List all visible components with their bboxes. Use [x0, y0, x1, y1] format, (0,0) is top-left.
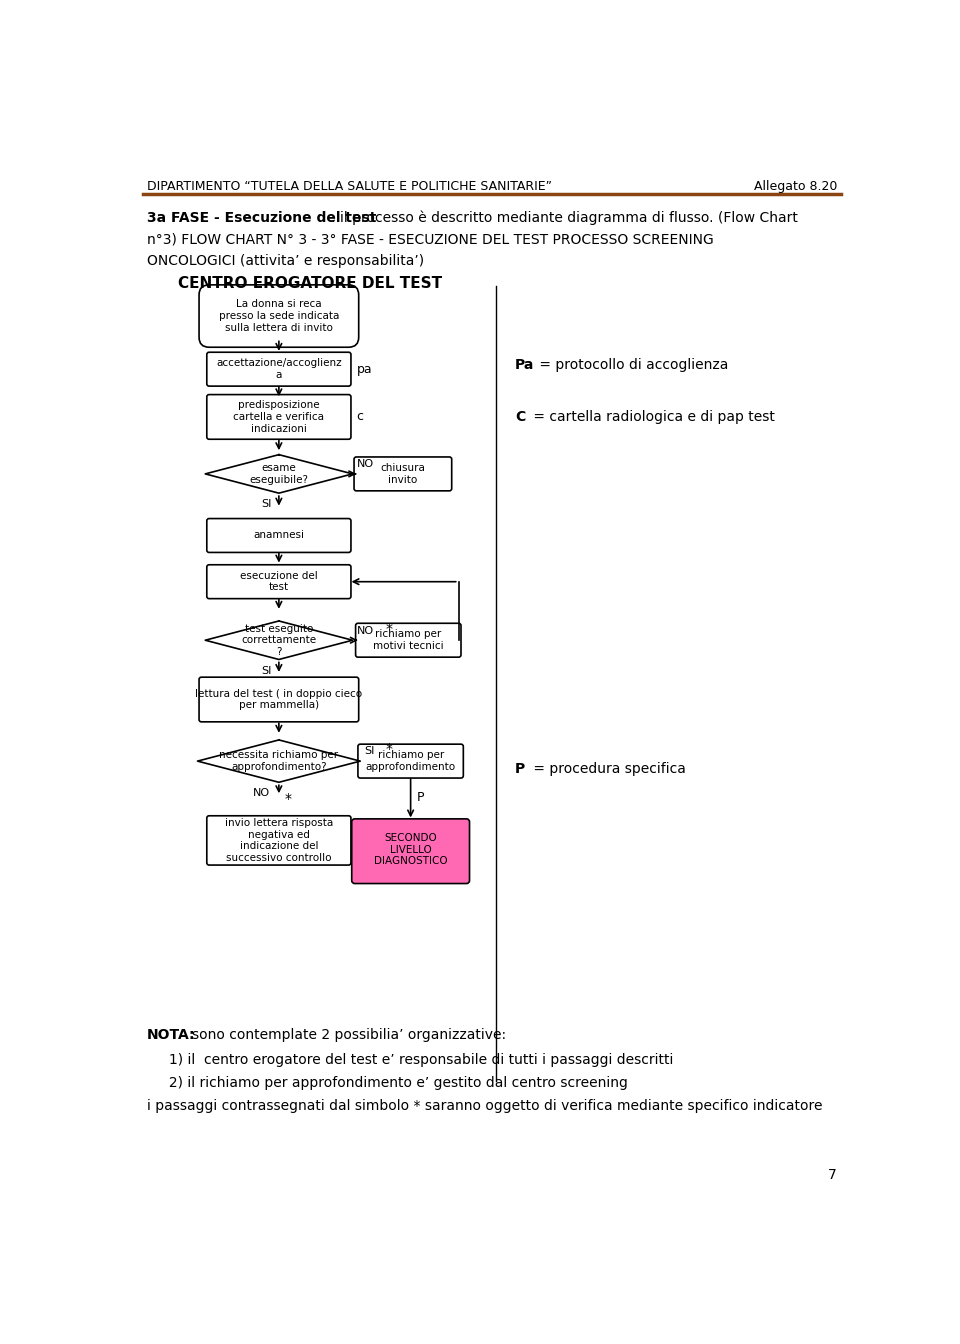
FancyBboxPatch shape	[206, 395, 351, 439]
FancyBboxPatch shape	[355, 624, 461, 657]
Text: Pa: Pa	[516, 358, 535, 371]
Text: La donna si reca
presso la sede indicata
sulla lettera di invito: La donna si reca presso la sede indicata…	[219, 300, 339, 333]
FancyBboxPatch shape	[206, 519, 351, 552]
Text: CENTRO EROGATORE DEL TEST: CENTRO EROGATORE DEL TEST	[179, 276, 443, 292]
Text: c: c	[356, 410, 364, 423]
Text: P: P	[516, 762, 525, 775]
Text: 7: 7	[828, 1168, 837, 1183]
Text: C: C	[516, 410, 525, 423]
Text: = protocollo di accoglienza: = protocollo di accoglienza	[535, 358, 728, 371]
FancyBboxPatch shape	[206, 816, 351, 866]
Text: *: *	[385, 621, 392, 636]
FancyBboxPatch shape	[206, 352, 351, 386]
FancyBboxPatch shape	[354, 457, 452, 491]
FancyBboxPatch shape	[206, 564, 351, 598]
Text: test eseguito
correttamente
?: test eseguito correttamente ?	[241, 624, 317, 657]
Text: chiusura
invito: chiusura invito	[380, 464, 425, 485]
Polygon shape	[205, 454, 352, 493]
Text: sono contemplate 2 possibilia’ organizzative:: sono contemplate 2 possibilia’ organizza…	[192, 1028, 506, 1043]
Text: P: P	[417, 792, 424, 804]
Text: 2) il richiamo per approfondimento e’ gestito dal centro screening: 2) il richiamo per approfondimento e’ ge…	[147, 1077, 628, 1090]
Text: accettazione/accoglienz
a: accettazione/accoglienz a	[216, 359, 342, 380]
Text: lettura del test ( in doppio cieco
per mammella): lettura del test ( in doppio cieco per m…	[195, 688, 363, 711]
Text: NO: NO	[356, 625, 373, 636]
Text: esame
eseguibile?: esame eseguibile?	[250, 464, 308, 485]
Text: n°3) FLOW CHART N° 3 - 3° FASE - ESECUZIONE DEL TEST PROCESSO SCREENING: n°3) FLOW CHART N° 3 - 3° FASE - ESECUZI…	[147, 233, 714, 246]
Text: NOTA:: NOTA:	[147, 1028, 196, 1043]
Text: richiamo per
motivi tecnici: richiamo per motivi tecnici	[373, 629, 444, 650]
Text: 1) il  centro erogatore del test e’ responsabile di tutti i passaggi descritti: 1) il centro erogatore del test e’ respo…	[147, 1052, 674, 1067]
Text: esecuzione del
test: esecuzione del test	[240, 571, 318, 593]
Text: i passaggi contrassegnati dal simbolo * saranno oggetto di verifica mediante spe: i passaggi contrassegnati dal simbolo * …	[147, 1099, 823, 1113]
Text: NO: NO	[356, 460, 373, 469]
FancyBboxPatch shape	[199, 677, 359, 722]
Polygon shape	[198, 741, 360, 782]
Text: pa: pa	[356, 363, 372, 376]
Text: ONCOLOGICI (attivita’ e responsabilita’): ONCOLOGICI (attivita’ e responsabilita’)	[147, 254, 424, 267]
Text: = cartella radiologica e di pap test: = cartella radiologica e di pap test	[529, 410, 775, 423]
Text: richiamo per
approfondimento: richiamo per approfondimento	[366, 750, 456, 771]
Text: NO: NO	[253, 789, 271, 798]
Text: anamnesi: anamnesi	[253, 531, 304, 540]
Text: DIPARTIMENTO “TUTELA DELLA SALUTE E POLITICHE SANITARIE”: DIPARTIMENTO “TUTELA DELLA SALUTE E POLI…	[147, 180, 552, 192]
Text: = procedura specifica: = procedura specifica	[529, 762, 686, 775]
FancyBboxPatch shape	[199, 285, 359, 347]
Text: SI: SI	[261, 665, 271, 676]
Text: Allegato 8.20: Allegato 8.20	[754, 180, 837, 192]
Text: : il processo è descritto mediante diagramma di flusso. (Flow Chart: : il processo è descritto mediante diagr…	[331, 211, 798, 224]
FancyBboxPatch shape	[358, 745, 464, 778]
Text: SI: SI	[261, 500, 271, 509]
Polygon shape	[205, 621, 352, 660]
Text: *: *	[284, 793, 291, 806]
Text: necessita richiamo per
approfondimento?: necessita richiamo per approfondimento?	[219, 750, 339, 771]
Text: invio lettera risposta
negativa ed
indicazione del
successivo controllo: invio lettera risposta negativa ed indic…	[225, 818, 333, 863]
Text: SECONDO
LIVELLO
DIAGNOSTICO: SECONDO LIVELLO DIAGNOSTICO	[373, 833, 447, 867]
FancyBboxPatch shape	[351, 818, 469, 883]
Text: *: *	[386, 742, 393, 757]
Text: SI: SI	[364, 746, 374, 757]
Text: predisposizione
cartella e verifica
indicazioni: predisposizione cartella e verifica indi…	[233, 401, 324, 434]
Text: 3a FASE - Esecuzione del test: 3a FASE - Esecuzione del test	[147, 211, 376, 224]
